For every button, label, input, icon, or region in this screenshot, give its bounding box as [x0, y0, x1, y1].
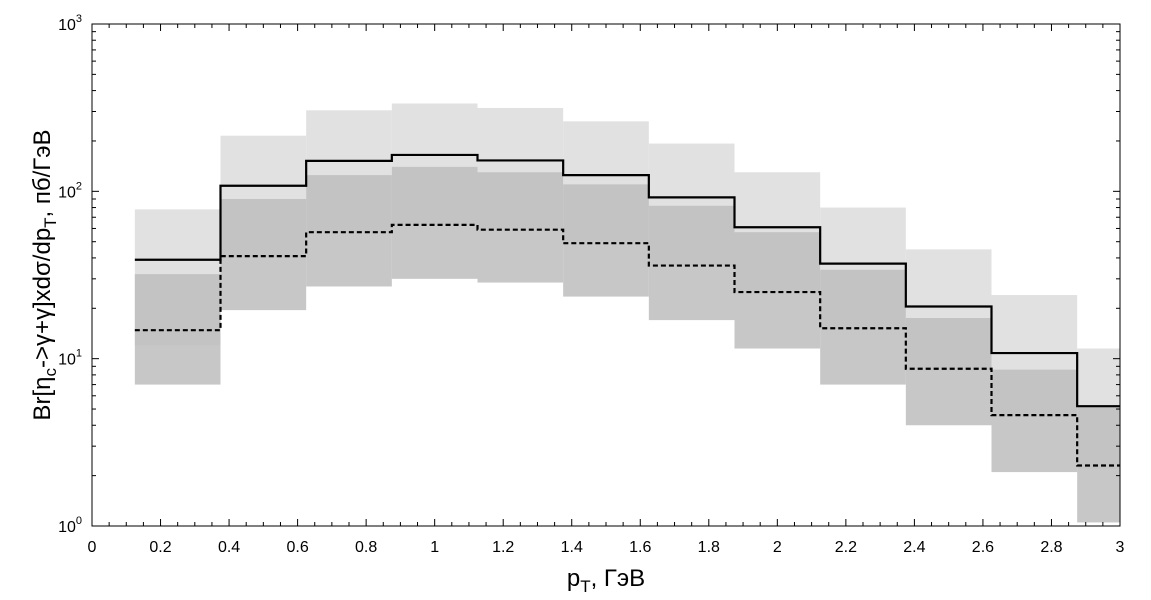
y-tick-label: 102: [58, 180, 82, 201]
band-dashed-bin-3: [391, 166, 478, 279]
x-tick-label: 2.4: [903, 539, 925, 556]
y-tick-label: 101: [58, 348, 82, 369]
series-lines: [134, 153, 1120, 467]
x-tick-label: 1: [430, 539, 439, 556]
band-dashed-bin-10: [991, 369, 1078, 473]
y-tick-label: 100: [58, 515, 82, 536]
x-tick-label: 1.8: [698, 539, 720, 556]
series-line-dashed: [134, 223, 1120, 467]
x-tick-label: 1.6: [629, 539, 651, 556]
x-tick-label: 1.4: [561, 539, 583, 556]
band-dashed-bin-1: [220, 198, 307, 311]
band-dashed-bin-11: [1077, 406, 1120, 523]
x-tick-label: 0.4: [218, 539, 240, 556]
band-dashed-bin-2: [306, 175, 392, 287]
band-dashed-bin-5: [563, 184, 649, 297]
x-tick-label: 1.2: [492, 539, 514, 556]
band-dashed-bin-4: [477, 172, 564, 283]
band-dashed-bin-9: [905, 317, 992, 426]
y-tick-label: 103: [58, 13, 82, 34]
x-tick-label: 0.2: [149, 539, 171, 556]
y-axis-label: Br[ηc->γ+γ]xdσ/dpT, пб/ГэВ: [29, 129, 60, 420]
x-tick-label: 3: [1116, 539, 1125, 556]
band-dashed-bin-7: [734, 232, 821, 349]
x-tick-label: 2.8: [1040, 539, 1062, 556]
axis-labels: pT, ГэВ Br[ηc->γ+γ]xdσ/dpT, пб/ГэВ: [29, 129, 645, 596]
uncertainty-bands: [134, 103, 1120, 523]
x-tick-label: 2: [773, 539, 782, 556]
x-tick-label: 0.6: [286, 539, 308, 556]
x-tick-label: 0: [88, 539, 97, 556]
x-tick-label: 2.6: [972, 539, 994, 556]
axes: 0 0.2 0.4 0.6 0.8 1 1.2 1.4 1.6 1.8 2 2.2 2.4 2.6 2.8 3…: [58, 13, 1124, 556]
x-tick-label: 0.8: [355, 539, 377, 556]
x-axis-label: pT, ГэВ: [567, 565, 645, 596]
band-dashed-bin-6: [648, 205, 735, 321]
series-line-solid: [134, 153, 1120, 408]
x-tick-label: 2.2: [835, 539, 857, 556]
